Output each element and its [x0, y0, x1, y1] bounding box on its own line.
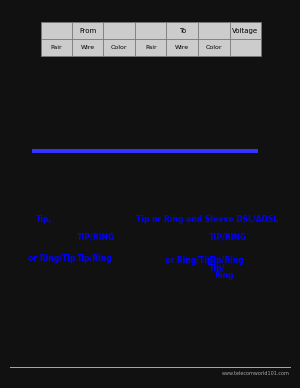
Text: Tip/Ring: Tip/Ring: [208, 256, 244, 265]
Text: www.telecomworld101.com: www.telecomworld101.com: [222, 371, 290, 376]
Text: Tip,: Tip,: [36, 215, 52, 224]
Text: TIP/RING: TIP/RING: [208, 233, 247, 242]
Text: Color: Color: [206, 45, 222, 50]
Text: Ring: Ring: [214, 271, 234, 280]
Text: To: To: [178, 28, 186, 34]
Text: Tip/: Tip/: [208, 264, 225, 273]
Text: Pair: Pair: [145, 45, 157, 50]
Text: Tip or Ring and Sleeve DSL/ADSL: Tip or Ring and Sleeve DSL/ADSL: [136, 215, 279, 224]
Text: Wire: Wire: [81, 45, 95, 50]
FancyBboxPatch shape: [40, 22, 261, 56]
Text: From: From: [79, 28, 96, 34]
Text: TIP/RING: TIP/RING: [76, 233, 115, 242]
FancyBboxPatch shape: [32, 149, 258, 153]
Text: Tip/Ring: Tip/Ring: [76, 253, 112, 263]
Text: Voltage: Voltage: [232, 28, 258, 34]
Text: Color: Color: [111, 45, 128, 50]
Text: Pair: Pair: [50, 45, 62, 50]
Text: or Ring/Tip: or Ring/Tip: [28, 253, 76, 263]
Text: or Ring/Tip: or Ring/Tip: [165, 256, 212, 265]
Text: Wire: Wire: [175, 45, 189, 50]
